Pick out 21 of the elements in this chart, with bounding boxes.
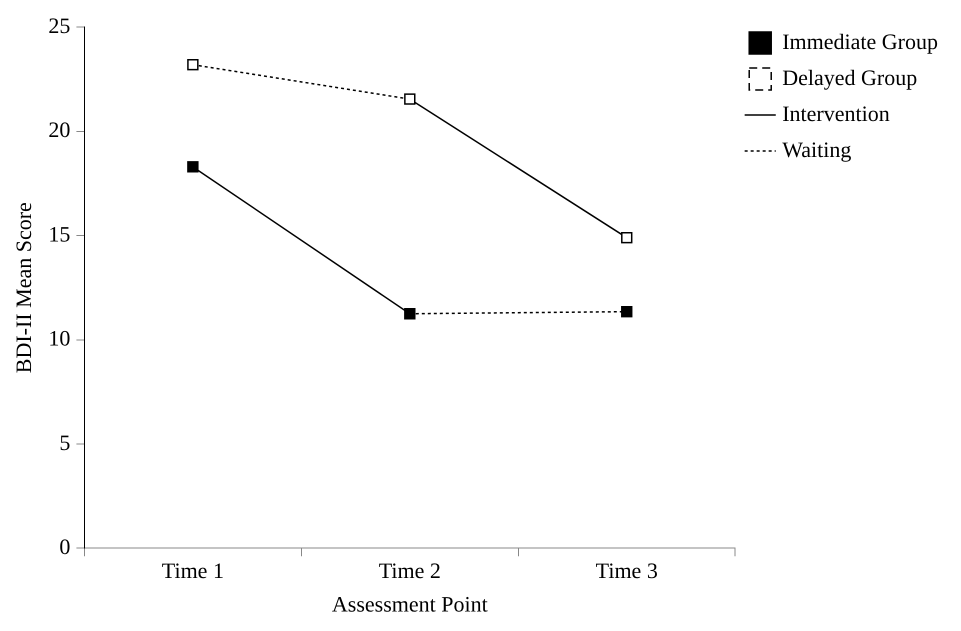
- y-tick-label: 25: [48, 12, 70, 38]
- x-tick-label: Time 1: [162, 558, 224, 584]
- point: [187, 59, 199, 70]
- legend-label: Waiting: [782, 136, 852, 162]
- y-tick-label: 20: [48, 117, 70, 142]
- point: [187, 161, 199, 173]
- point: [621, 306, 632, 318]
- legend-label: Intervention: [782, 100, 890, 126]
- y-tick-label: 0: [59, 534, 70, 559]
- point: [404, 308, 416, 320]
- x-tick-label: Time 3: [596, 558, 658, 584]
- point: [621, 232, 632, 244]
- y-tick-label: 15: [48, 221, 70, 246]
- y-tick-label: 5: [59, 430, 70, 455]
- x-axis-title: Assessment Point: [332, 592, 488, 617]
- y-tick-label: 10: [48, 326, 70, 351]
- legend-label: Immediate Group: [782, 28, 938, 54]
- x-tick-label: Time 2: [378, 558, 441, 584]
- y-axis-title: BDI-II Mean Score: [10, 202, 36, 374]
- legend-label: Delayed Group: [782, 64, 918, 90]
- point: [404, 93, 416, 105]
